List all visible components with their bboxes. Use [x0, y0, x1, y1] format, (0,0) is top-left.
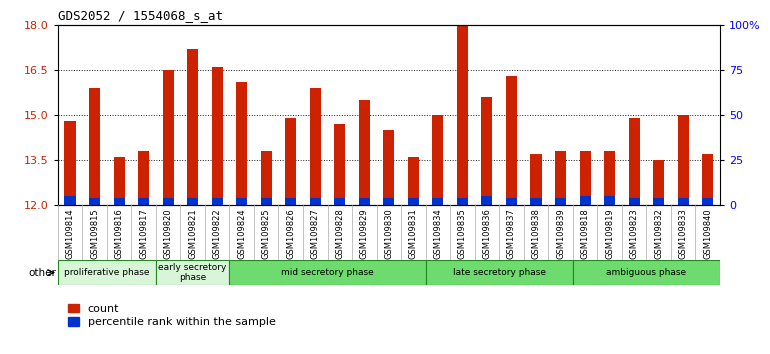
- Bar: [383, 198, 394, 205]
- Text: GSM109834: GSM109834: [434, 208, 443, 259]
- Bar: [604, 151, 615, 205]
- Bar: [285, 198, 296, 205]
- Text: GSM109831: GSM109831: [409, 208, 418, 259]
- Text: GSM109827: GSM109827: [311, 208, 320, 259]
- Bar: [261, 198, 272, 205]
- Text: GSM109839: GSM109839: [556, 208, 565, 259]
- Text: GSM109820: GSM109820: [163, 208, 172, 259]
- Text: GSM109835: GSM109835: [458, 208, 467, 259]
- Text: GSM109837: GSM109837: [507, 208, 516, 259]
- Text: GSM109825: GSM109825: [262, 208, 271, 259]
- Bar: [653, 160, 665, 205]
- Bar: [555, 198, 566, 205]
- Text: GSM109826: GSM109826: [286, 208, 295, 259]
- Text: ambiguous phase: ambiguous phase: [606, 268, 686, 277]
- Bar: [162, 70, 173, 205]
- Bar: [653, 198, 665, 205]
- Bar: [229, 260, 426, 285]
- Text: GSM109821: GSM109821: [188, 208, 197, 259]
- Bar: [408, 157, 419, 205]
- Text: GSM109816: GSM109816: [115, 208, 123, 259]
- Text: GSM109818: GSM109818: [581, 208, 590, 259]
- Bar: [359, 198, 370, 205]
- Bar: [236, 82, 247, 205]
- Bar: [506, 76, 517, 205]
- Bar: [555, 151, 566, 205]
- Bar: [678, 198, 688, 205]
- Bar: [156, 260, 229, 285]
- Bar: [162, 198, 173, 205]
- Bar: [573, 260, 720, 285]
- Bar: [702, 154, 713, 205]
- Bar: [212, 198, 223, 205]
- Bar: [702, 198, 713, 205]
- Bar: [628, 118, 640, 205]
- Bar: [310, 88, 321, 205]
- Text: GSM109832: GSM109832: [654, 208, 663, 259]
- Bar: [481, 97, 493, 205]
- Text: GSM109823: GSM109823: [630, 208, 638, 259]
- Bar: [580, 151, 591, 205]
- Text: GSM109815: GSM109815: [90, 208, 99, 259]
- Bar: [89, 88, 100, 205]
- Text: GSM109829: GSM109829: [360, 208, 369, 259]
- Text: GSM109828: GSM109828: [335, 208, 344, 259]
- Bar: [506, 198, 517, 205]
- Text: GSM109830: GSM109830: [384, 208, 393, 259]
- Bar: [628, 198, 640, 205]
- Bar: [187, 49, 198, 205]
- Legend: count, percentile rank within the sample: count, percentile rank within the sample: [63, 299, 280, 332]
- Text: GSM109824: GSM109824: [237, 208, 246, 259]
- Bar: [426, 260, 573, 285]
- Bar: [138, 198, 149, 205]
- Bar: [457, 25, 468, 205]
- Bar: [261, 151, 272, 205]
- Bar: [457, 198, 468, 205]
- Bar: [433, 198, 444, 205]
- Text: GSM109840: GSM109840: [703, 208, 712, 259]
- Bar: [408, 198, 419, 205]
- Text: GSM109819: GSM109819: [605, 208, 614, 259]
- Bar: [531, 198, 541, 205]
- Bar: [310, 198, 321, 205]
- Text: late secretory phase: late secretory phase: [453, 268, 546, 277]
- Text: GSM109822: GSM109822: [213, 208, 222, 259]
- Bar: [65, 196, 75, 205]
- Text: GSM109814: GSM109814: [65, 208, 75, 259]
- Bar: [58, 260, 156, 285]
- Bar: [236, 198, 247, 205]
- Text: GSM109836: GSM109836: [483, 208, 491, 259]
- Text: GSM109817: GSM109817: [139, 208, 148, 259]
- Bar: [334, 198, 345, 205]
- Bar: [113, 157, 125, 205]
- Bar: [65, 121, 75, 205]
- Bar: [383, 130, 394, 205]
- Bar: [285, 118, 296, 205]
- Text: GDS2052 / 1554068_s_at: GDS2052 / 1554068_s_at: [58, 9, 223, 22]
- Bar: [604, 196, 615, 205]
- Bar: [113, 198, 125, 205]
- Bar: [212, 67, 223, 205]
- Bar: [481, 196, 493, 205]
- Bar: [678, 115, 688, 205]
- Bar: [359, 100, 370, 205]
- Text: GSM109838: GSM109838: [531, 208, 541, 259]
- Bar: [531, 154, 541, 205]
- Bar: [334, 124, 345, 205]
- Bar: [580, 196, 591, 205]
- Text: mid secretory phase: mid secretory phase: [281, 268, 374, 277]
- Bar: [433, 115, 444, 205]
- Bar: [138, 151, 149, 205]
- Bar: [187, 198, 198, 205]
- Bar: [89, 198, 100, 205]
- Text: other: other: [28, 268, 56, 278]
- Text: proliferative phase: proliferative phase: [64, 268, 149, 277]
- Text: GSM109833: GSM109833: [678, 208, 688, 259]
- Text: early secretory
phase: early secretory phase: [159, 263, 227, 282]
